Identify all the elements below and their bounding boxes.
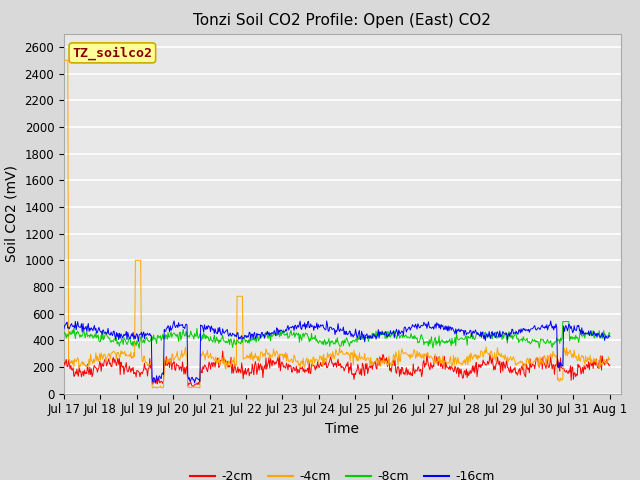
X-axis label: Time: Time [325, 422, 360, 436]
Legend: -2cm, -4cm, -8cm, -16cm: -2cm, -4cm, -8cm, -16cm [186, 465, 499, 480]
Text: TZ_soilco2: TZ_soilco2 [72, 46, 152, 60]
Y-axis label: Soil CO2 (mV): Soil CO2 (mV) [5, 165, 19, 262]
Title: Tonzi Soil CO2 Profile: Open (East) CO2: Tonzi Soil CO2 Profile: Open (East) CO2 [193, 13, 492, 28]
